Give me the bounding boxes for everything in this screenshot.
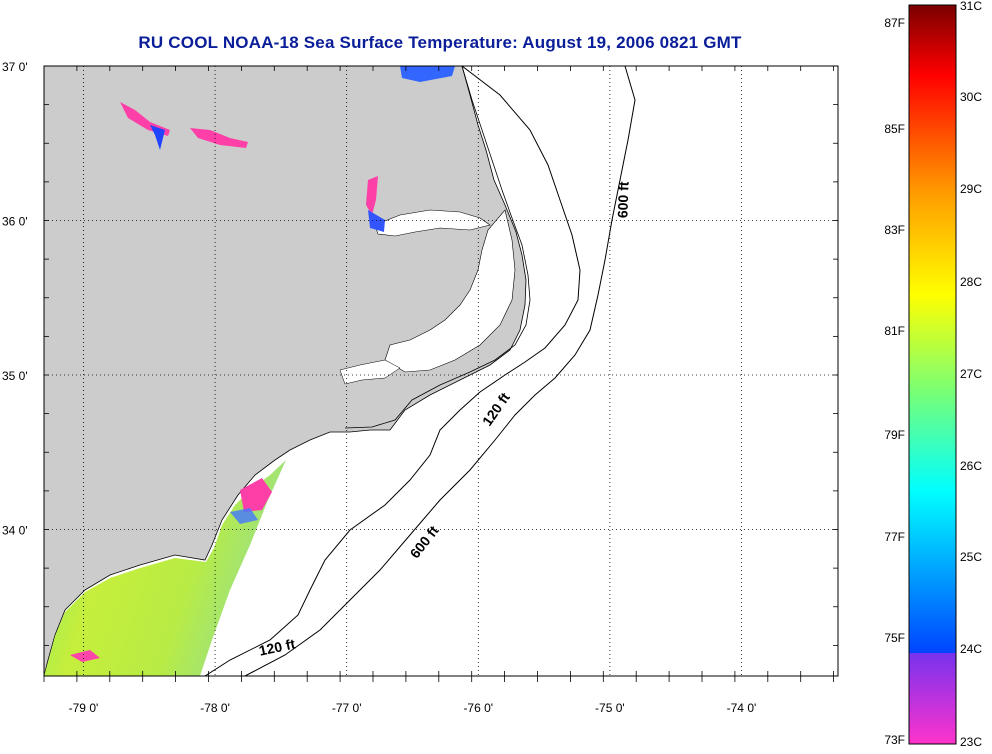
axis-ticks: -79 0' -78 0' -77 0' -76 0' -75 0' -74 0' 37 0…	[2, 60, 838, 715]
colorbar-label-c: 24C	[960, 642, 982, 656]
colorbar-segment-main	[909, 75, 956, 653]
colorbar-labels: 87F 85F 83F 81F 79F 77F 75F 73F 31C 30C 29C 28C 27C 2…	[884, 0, 982, 749]
colorbar: 87F 85F 83F 81F 79F 77F 75F 73F 31C 30C 29C 28C 27C 2…	[884, 0, 982, 749]
plot-frame	[43, 65, 839, 677]
lon-tick-label: -79 0'	[69, 701, 99, 715]
lake-blue-1	[150, 125, 165, 150]
outer-banks	[344, 66, 531, 429]
isobath-600	[244, 66, 636, 676]
colorbar-label-c: 31C	[960, 0, 982, 13]
bay-blue-top	[400, 66, 455, 82]
contour-label-600-north: 600 ft	[614, 181, 631, 218]
lon-tick-label: -76 0'	[463, 701, 493, 715]
colorbar-label-c: 29C	[960, 182, 982, 196]
isobath-120	[204, 66, 581, 676]
lon-tick-label: -78 0'	[200, 701, 230, 715]
lake-pink-1	[190, 128, 248, 148]
sst-cold-patch	[240, 478, 272, 512]
colorbar-segment-bottom	[909, 653, 956, 744]
river-pink-3	[366, 176, 378, 215]
colorbar-label-c: 30C	[960, 90, 982, 104]
colorbar-label-c: 25C	[960, 550, 982, 564]
pamlico-sound	[384, 209, 516, 373]
colorbar-label-f: 87F	[884, 16, 905, 30]
colorbar-segment-top	[909, 5, 956, 75]
colorbar-label-f: 81F	[884, 324, 905, 338]
lon-tick-label: -77 0'	[332, 701, 362, 715]
colorbar-label-f: 73F	[884, 733, 905, 747]
map-title: RU COOL NOAA-18 Sea Surface Temperature:…	[138, 33, 742, 52]
colorbar-label-f: 77F	[884, 530, 905, 544]
lon-tick-label: -75 0'	[595, 701, 625, 715]
sst-cool-streak	[230, 508, 258, 524]
colorbar-label-f: 83F	[884, 223, 905, 237]
albemarle-sound	[374, 209, 491, 237]
contour-label-120-south: 120 ft	[257, 635, 296, 658]
graticule	[44, 65, 838, 676]
colorbar-label-c: 28C	[960, 275, 982, 289]
colorbar-label-c: 27C	[960, 367, 982, 381]
lat-tick-label: 35 0'	[2, 369, 28, 383]
colorbar-label-f: 79F	[884, 428, 905, 442]
colorbar-label-c: 26C	[960, 459, 982, 473]
lat-tick-label: 37 0'	[2, 60, 28, 74]
lat-tick-label: 36 0'	[2, 215, 28, 229]
colorbar-frame	[908, 4, 957, 745]
lat-tick-label: 34 0'	[2, 524, 28, 538]
colorbar-label-f: 85F	[884, 122, 905, 136]
colorbar-label-f: 75F	[884, 631, 905, 645]
neuse-river	[339, 359, 401, 385]
sst-swath	[44, 460, 286, 676]
river-blue-2	[368, 210, 385, 232]
colorbar-label-c: 23C	[960, 735, 982, 749]
sst-cold-spot	[70, 650, 100, 662]
lon-tick-label: -74 0'	[727, 701, 757, 715]
